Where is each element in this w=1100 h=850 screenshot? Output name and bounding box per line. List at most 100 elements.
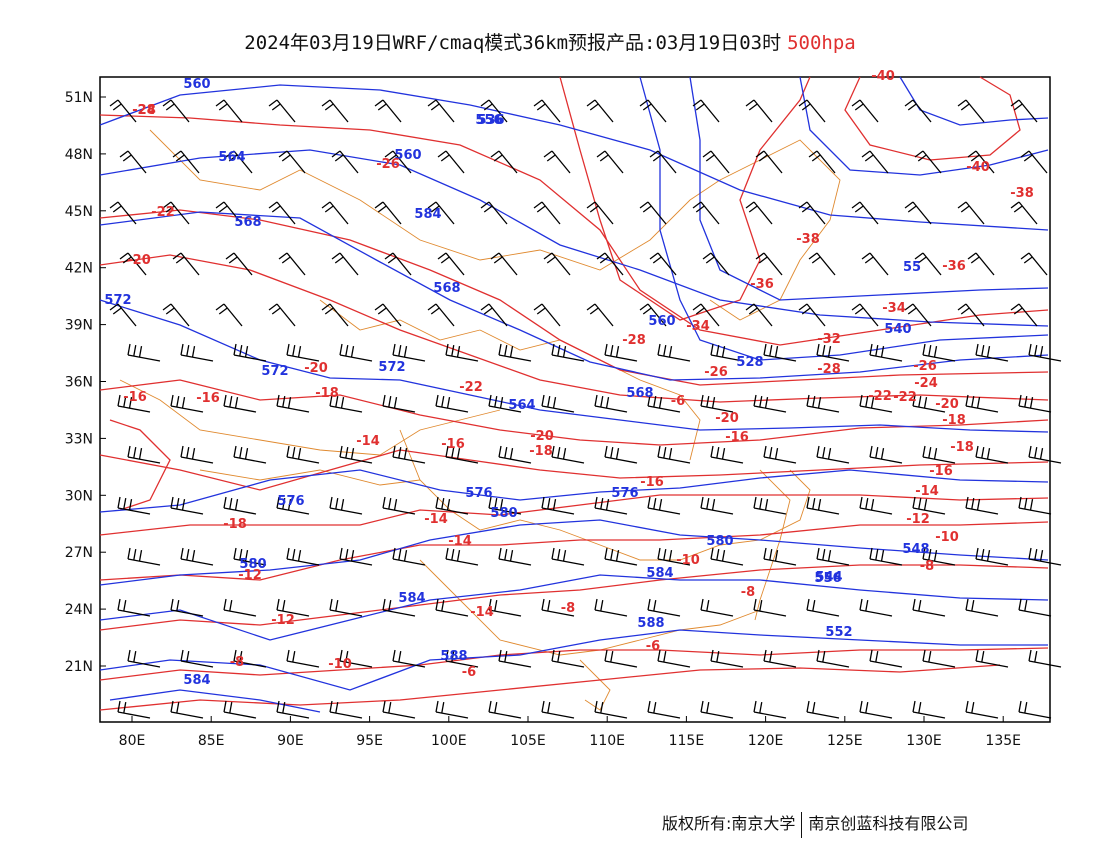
x-tick-label: 120E bbox=[748, 733, 784, 749]
temperature-label: -6 bbox=[646, 639, 660, 654]
height-label: 588 bbox=[440, 649, 467, 664]
wind-barb bbox=[435, 598, 469, 617]
wind-barb bbox=[763, 445, 797, 464]
wind-barb bbox=[109, 303, 137, 327]
y-tick-label: 27N bbox=[65, 545, 93, 561]
wind-barb bbox=[339, 547, 373, 566]
wind-barb bbox=[649, 252, 677, 276]
wind-barb bbox=[382, 496, 416, 515]
wind-barb bbox=[180, 343, 214, 362]
wind-barb bbox=[117, 496, 151, 515]
temperature-label: -16 bbox=[725, 430, 749, 445]
temperature-label: -14 bbox=[424, 512, 448, 527]
y-tick-label: 30N bbox=[65, 488, 93, 504]
wind-barb bbox=[1018, 496, 1052, 515]
temperature-label: -12 bbox=[238, 568, 262, 583]
pressure-level: 500hpa bbox=[787, 32, 856, 54]
temperature-contour-line bbox=[109, 419, 171, 511]
wind-barb bbox=[392, 343, 426, 362]
wind-barb bbox=[647, 598, 681, 617]
height-contour-line bbox=[99, 574, 1049, 641]
height-contour-line bbox=[99, 84, 1049, 231]
height-contour-line bbox=[99, 629, 1048, 691]
wind-barb bbox=[541, 496, 575, 515]
wind-barb bbox=[657, 649, 691, 668]
wind-barb bbox=[816, 547, 850, 566]
height-label: 540 bbox=[884, 322, 911, 337]
wind-barb bbox=[912, 394, 946, 413]
height-label: 564 bbox=[508, 398, 535, 413]
wind-barb bbox=[808, 252, 836, 276]
wind-barb bbox=[488, 394, 522, 413]
height-label: 556 bbox=[814, 571, 841, 586]
temperature-label: -10 bbox=[328, 657, 352, 672]
wind-barb bbox=[329, 394, 363, 413]
wind-barb bbox=[427, 99, 455, 123]
x-tick-label: 105E bbox=[510, 733, 546, 749]
wind-barb bbox=[170, 394, 204, 413]
wind-barb bbox=[278, 252, 306, 276]
wind-barb bbox=[488, 700, 522, 719]
height-label: 580 bbox=[239, 557, 266, 572]
wind-barb bbox=[647, 496, 681, 515]
wind-barb bbox=[268, 303, 296, 327]
temperature-label: -18 bbox=[315, 386, 339, 401]
wind-barb bbox=[710, 547, 744, 566]
wind-barb bbox=[859, 700, 893, 719]
wind-barb bbox=[533, 303, 561, 327]
wind-barb bbox=[639, 201, 667, 225]
wind-barb bbox=[215, 99, 243, 123]
height-label: 572 bbox=[261, 364, 288, 379]
wind-barb bbox=[594, 394, 628, 413]
wind-barb bbox=[180, 649, 214, 668]
wind-barb bbox=[869, 343, 903, 362]
wind-barb bbox=[1028, 343, 1062, 362]
height-label: 576 bbox=[465, 486, 492, 501]
wind-barb bbox=[594, 700, 628, 719]
wind-barb bbox=[922, 445, 956, 464]
wind-barb bbox=[551, 343, 585, 362]
temperature-label: -8 bbox=[920, 559, 934, 574]
wind-barb bbox=[117, 598, 151, 617]
wind-barb bbox=[392, 649, 426, 668]
wind-barb bbox=[445, 649, 479, 668]
x-tick-label: 90E bbox=[277, 733, 304, 749]
copyright-footer: 版权所有:南京大学 南京创蓝科技有限公司 bbox=[662, 810, 968, 838]
wind-barb bbox=[763, 547, 797, 566]
wind-barb bbox=[806, 598, 840, 617]
wind-barb bbox=[702, 252, 730, 276]
temperature-contour-line bbox=[844, 76, 1021, 161]
wind-barb bbox=[692, 303, 720, 327]
wind-barb bbox=[339, 445, 373, 464]
wind-barb bbox=[596, 150, 624, 174]
temperature-contour-line bbox=[99, 647, 1049, 681]
temperature-label: -22 bbox=[893, 390, 917, 405]
wind-barb bbox=[922, 343, 956, 362]
wind-barb bbox=[1028, 445, 1062, 464]
temperature-contour-line bbox=[99, 664, 1001, 711]
temperature-label: -28 bbox=[132, 103, 156, 118]
wind-barb bbox=[869, 649, 903, 668]
temperature-label: -14 bbox=[448, 534, 472, 549]
wind-barb bbox=[753, 394, 787, 413]
wind-barb bbox=[604, 445, 638, 464]
wind-barb bbox=[233, 649, 267, 668]
wind-barb bbox=[1010, 99, 1038, 123]
wind-barb bbox=[957, 201, 985, 225]
temperature-label: -28 bbox=[622, 333, 646, 348]
wind-barb bbox=[276, 496, 310, 515]
wind-barb bbox=[541, 598, 575, 617]
wind-barb bbox=[437, 252, 465, 276]
wind-barb bbox=[490, 252, 518, 276]
wind-barb bbox=[861, 252, 889, 276]
temperature-label: -6 bbox=[462, 665, 476, 680]
wind-barb bbox=[604, 547, 638, 566]
wind-barb bbox=[374, 99, 402, 123]
temperature-label: -22 bbox=[151, 205, 175, 220]
wind-barb bbox=[172, 150, 200, 174]
x-tick-label: 85E bbox=[198, 733, 225, 749]
wind-barb bbox=[225, 252, 253, 276]
temperature-label: -18 bbox=[950, 440, 974, 455]
temperature-label: -8 bbox=[230, 655, 244, 670]
wind-barb bbox=[480, 303, 508, 327]
